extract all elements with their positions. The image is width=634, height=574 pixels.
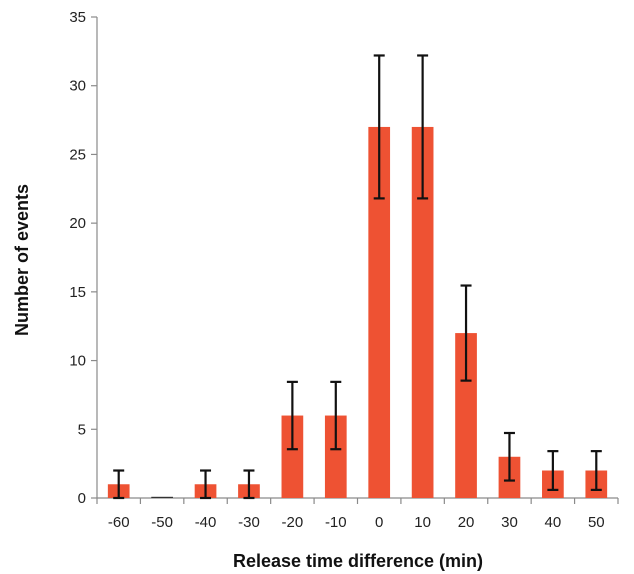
y-tick-label: 20	[69, 215, 86, 232]
x-tick-label: 40	[545, 514, 562, 531]
x-tick-label: 50	[588, 514, 605, 531]
x-tick-label: -60	[108, 514, 130, 531]
error-bar	[286, 380, 298, 451]
y-tick-label: 30	[69, 78, 86, 95]
bar	[281, 415, 304, 498]
y-tick-label: 10	[69, 353, 86, 370]
error-bar	[417, 54, 429, 200]
error-bar	[243, 469, 255, 500]
y-tick-label: 25	[69, 146, 86, 163]
y-axis-title: Number of events	[12, 184, 32, 336]
error-bar	[503, 431, 515, 482]
x-tick-label: -50	[151, 514, 173, 531]
x-tick-label: -10	[325, 514, 347, 531]
bar	[151, 496, 173, 498]
error-bar	[330, 380, 342, 451]
x-tick-label: -20	[282, 514, 304, 531]
bar-series	[107, 126, 608, 498]
error-bar	[113, 469, 125, 500]
y-axis: 0 5 10 15 20 25 30 35	[69, 9, 98, 507]
bar	[455, 333, 477, 498]
y-tick-label: 15	[69, 284, 86, 301]
x-tick-label: 20	[458, 514, 475, 531]
y-tick-label: 0	[78, 490, 86, 507]
x-tick-label: 10	[414, 514, 431, 531]
error-bar	[460, 284, 472, 382]
y-tick-label: 35	[69, 9, 86, 26]
error-bar	[373, 54, 385, 200]
y-tick-label: 5	[78, 421, 86, 438]
x-tick-label: 30	[501, 514, 518, 531]
error-bars	[113, 54, 602, 500]
x-tick-label: 0	[375, 514, 383, 531]
x-tick-label: -30	[238, 514, 260, 531]
error-bar	[547, 450, 559, 491]
bar	[324, 415, 347, 498]
x-axis: -60 -50 -40 -30 -20 -10 0 10 20 30 40 50	[96, 497, 619, 531]
x-tick-label: -40	[195, 514, 217, 531]
error-bar	[590, 450, 602, 491]
x-axis-title: Release time difference (min)	[233, 551, 483, 571]
bar	[411, 126, 434, 498]
bar	[368, 126, 391, 498]
error-bar	[200, 469, 212, 500]
